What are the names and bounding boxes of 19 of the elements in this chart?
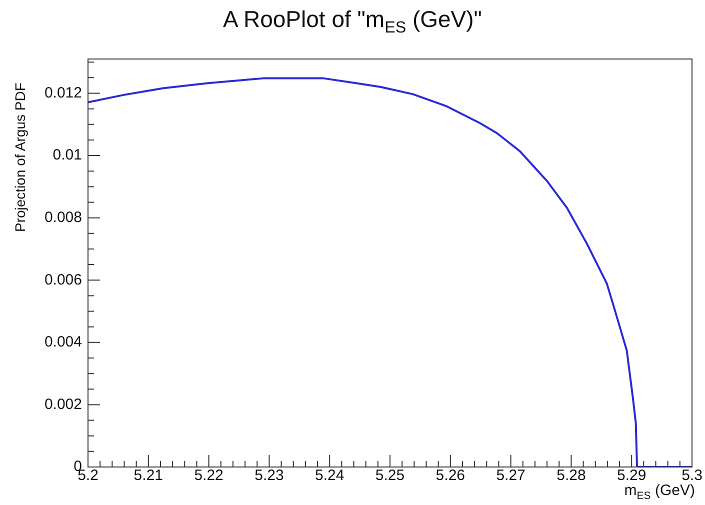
x-axis-title: m$_{ES}$ (GeV) (624, 482, 695, 502)
y-axis-title: Projection of Argus PDF (12, 82, 28, 232)
x-tick-label: 5.28 (556, 467, 586, 484)
x-tick-label: 5.3 (682, 467, 702, 484)
x-tick-label: 5.24 (315, 467, 344, 484)
y-tick-label: 0.008 (44, 208, 82, 226)
x-tick-label: 5.27 (496, 467, 526, 484)
x-tick-label: 5.25 (375, 467, 405, 484)
y-tick-label: 0.01 (52, 146, 82, 164)
y-tick-label: 0.012 (44, 84, 82, 102)
x-tick-label: 5.23 (254, 467, 284, 484)
y-tick-label: 0.006 (44, 271, 82, 288)
x-tick-label: 5.29 (617, 467, 646, 484)
y-tick-label: 0.004 (44, 334, 82, 351)
chart-title: A RooPlot of "m$_{ES}$ (GeV)" (222, 6, 483, 38)
x-tick-label: 5.26 (436, 467, 465, 484)
x-tick-label: 5.21 (134, 467, 163, 484)
x-tick-label: 5.22 (194, 467, 224, 484)
y-tick-label: 0.002 (44, 396, 82, 413)
